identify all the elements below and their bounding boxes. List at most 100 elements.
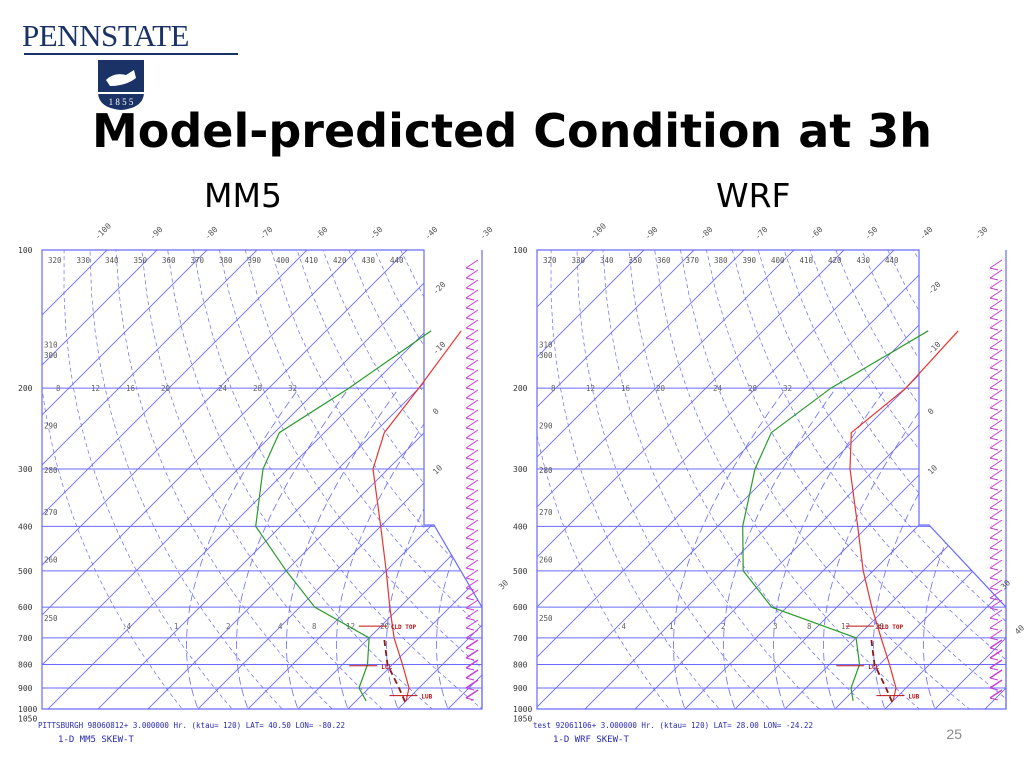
moist-adiabat — [723, 387, 837, 709]
wind-barb — [465, 329, 479, 339]
wind-barb — [989, 447, 999, 451]
wind-barb — [465, 447, 475, 451]
wind-barb — [465, 587, 475, 591]
dry-adiabat — [141, 250, 394, 709]
parcel-path — [383, 637, 406, 703]
dry-adiabat — [654, 250, 931, 709]
pennstate-logo: PENNSTATE 1 8 5 5 — [22, 18, 238, 128]
wind-barb — [989, 539, 1003, 549]
wind-barb — [989, 299, 1003, 309]
theta-label: 380 — [219, 256, 233, 265]
mixing-ratio-label: 2 — [226, 622, 231, 631]
mixing-ratio-label: 8 — [312, 622, 317, 631]
theta-label: 340 — [105, 256, 119, 265]
isotherm-label: -90 — [643, 225, 660, 242]
moist-adiabat — [873, 387, 987, 709]
wind-barb — [989, 519, 1003, 529]
mixing-ratio-label: 28 — [253, 384, 263, 393]
wind-barb — [465, 599, 479, 609]
wind-barb — [465, 309, 479, 319]
wind-barb — [989, 529, 1003, 539]
logo-year: 1 8 5 5 — [109, 97, 134, 107]
annotation-lub: LUB — [908, 694, 919, 701]
wind-barb — [465, 639, 479, 649]
diagram-border — [41, 249, 483, 710]
wind-barb — [989, 607, 999, 611]
diagram-caption: 1-D WRF SKEW-T — [553, 735, 629, 745]
wind-barb — [465, 527, 475, 531]
wind-barb — [989, 587, 999, 591]
wind-barb — [989, 437, 999, 441]
wind-barb — [989, 379, 1003, 389]
isotherm-line — [824, 250, 1006, 709]
wind-barb — [989, 317, 999, 321]
dry-adiabat — [219, 250, 482, 709]
theta-label: 440 — [885, 256, 899, 265]
wind-barb — [989, 307, 999, 311]
isotherm-label: 0 — [926, 407, 936, 417]
annotation-cld-top: CLD TOP — [878, 624, 904, 631]
wind-barb — [989, 287, 999, 291]
dry-adiabat — [167, 250, 444, 709]
isotherm-line — [42, 250, 258, 709]
theta-label: 350 — [134, 256, 148, 265]
wind-barb — [465, 519, 479, 529]
mixing-ratio-label: 20 — [656, 384, 666, 393]
isotherm-line — [537, 250, 895, 709]
wind-barb — [465, 569, 479, 579]
wind-barb — [989, 399, 1003, 409]
wind-barb — [989, 487, 999, 491]
wind-barb — [465, 337, 475, 341]
wind-barb — [989, 419, 1003, 429]
wind-barb — [465, 399, 479, 409]
wind-barb — [465, 509, 479, 519]
dry-adiabat — [244, 250, 482, 709]
pressure-tick-label: 200 — [513, 384, 528, 393]
wind-barb — [465, 697, 475, 701]
pressure-tick-label: 300 — [513, 465, 528, 474]
isotherm-line — [874, 250, 1006, 709]
wind-barb — [465, 669, 479, 679]
moist-adiabat — [336, 387, 450, 709]
mixing-ratio-label: 1 — [174, 622, 179, 631]
moist-adiabat — [773, 387, 887, 709]
wind-barb — [465, 667, 475, 671]
wind-barb — [465, 359, 479, 369]
theta-label: 370 — [191, 256, 205, 265]
wind-barb — [465, 659, 479, 669]
isotherm-line — [42, 250, 208, 709]
parcel-path — [870, 637, 893, 703]
pressure-tick-label: 600 — [513, 603, 528, 612]
wind-barb — [989, 309, 1003, 319]
mixing-ratio-label: 12 — [586, 384, 595, 393]
wind-barb — [989, 597, 999, 601]
wind-barb — [989, 579, 1003, 589]
wind-barb — [989, 497, 999, 501]
dry-adiabat — [706, 250, 1006, 709]
wind-barb — [465, 289, 479, 299]
dry-adiabat — [550, 250, 729, 709]
pressure-tick-label: 500 — [18, 567, 33, 576]
isotherm-line — [287, 250, 482, 709]
dry-adiabat — [913, 250, 1006, 709]
wind-barb — [465, 689, 479, 699]
isotherm-line — [774, 250, 1006, 709]
wind-barb — [465, 649, 479, 659]
isotherm-label: 10 — [926, 463, 939, 476]
isotherm-line — [42, 250, 158, 709]
pressure-tick-label: 400 — [513, 522, 528, 531]
isotherm-line — [574, 250, 1006, 709]
moist-adiabat — [673, 387, 787, 709]
wind-barb — [465, 529, 479, 539]
annotation-lcl: LCL — [868, 664, 879, 671]
wind-barb — [989, 549, 1003, 559]
mixing-ratio-label: 20 — [161, 384, 171, 393]
wind-barb — [465, 269, 479, 279]
wind-barb — [465, 537, 475, 541]
moist-adiabat — [923, 387, 1006, 709]
wind-barb — [989, 387, 999, 391]
wind-barb — [989, 577, 999, 581]
isotherm-line — [537, 250, 845, 709]
wind-barb — [989, 259, 1003, 269]
